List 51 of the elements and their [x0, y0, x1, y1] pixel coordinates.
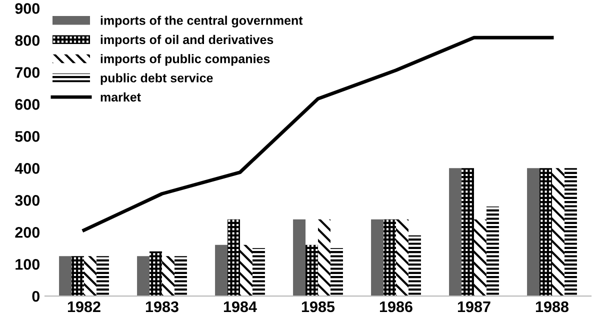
legend-label: imports of public companies — [100, 54, 270, 66]
bar — [240, 244, 252, 296]
x-tick-label: 1984 — [224, 301, 257, 312]
bar — [293, 219, 306, 296]
bar — [371, 219, 384, 296]
bar — [174, 256, 187, 296]
bar — [396, 219, 408, 296]
bar — [162, 256, 174, 296]
legend-label: market — [100, 92, 141, 102]
bar — [137, 256, 150, 296]
bar — [564, 168, 577, 296]
bar — [150, 251, 162, 296]
y-tick-label: 800 — [15, 35, 40, 46]
y-tick-label: 100 — [16, 258, 40, 270]
y-tick-label: 700 — [15, 67, 40, 78]
bar — [408, 235, 421, 296]
bar — [474, 219, 486, 296]
legend-label: imports of oil and derivatives — [100, 34, 274, 47]
bar — [252, 248, 265, 296]
y-tick-label: 600 — [15, 99, 40, 110]
y-tick-label: 500 — [15, 131, 40, 142]
x-tick-label: 1982 — [68, 301, 100, 312]
bar — [228, 219, 240, 296]
legend-label: public debt service — [100, 73, 213, 85]
x-tick-label: 1986 — [380, 301, 412, 312]
y-tick-label: 200 — [15, 226, 40, 238]
y-tick-label: 300 — [15, 195, 40, 206]
bar — [540, 168, 552, 296]
bar — [527, 168, 540, 296]
y-tick-label: 900 — [15, 3, 40, 14]
legend-label: imports of the central government — [100, 16, 303, 28]
line-series — [82, 36, 554, 232]
x-tick-label: 1985 — [302, 301, 335, 312]
bar — [318, 219, 330, 296]
bar — [330, 248, 343, 296]
x-tick-label: 1987 — [458, 301, 490, 312]
bar — [59, 256, 72, 296]
bar — [84, 256, 96, 296]
bar — [486, 206, 499, 296]
bar — [72, 256, 84, 296]
bar — [462, 168, 474, 296]
bar — [384, 219, 396, 296]
bar — [449, 168, 462, 296]
bar — [552, 168, 564, 296]
bar — [215, 244, 228, 296]
x-tick-label: 1988 — [536, 301, 569, 312]
y-tick-label: 400 — [14, 163, 40, 174]
bar — [96, 256, 109, 296]
y-tick-label: 0 — [32, 290, 40, 302]
bar — [306, 244, 318, 296]
x-tick-label: 1983 — [146, 301, 178, 312]
